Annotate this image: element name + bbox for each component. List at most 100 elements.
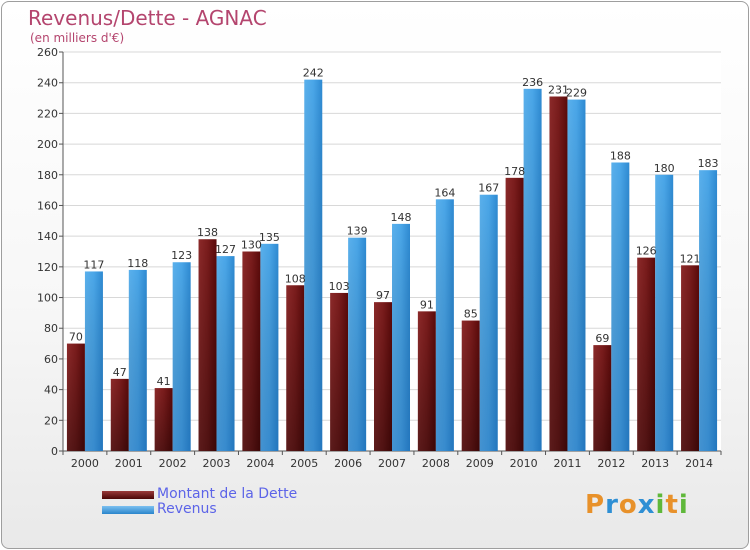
data-label-revenus: 188 <box>610 149 631 162</box>
bar-revenus-shade <box>567 99 586 452</box>
data-label-revenus: 229 <box>566 87 587 100</box>
y-tick-label: 0 <box>51 445 58 458</box>
x-tick-label: 2007 <box>378 457 406 470</box>
x-tick-label: 2008 <box>422 457 450 470</box>
bar-revenus-shade <box>84 271 103 451</box>
y-tick-label: 100 <box>37 292 58 305</box>
data-label-dette: 231 <box>548 84 569 97</box>
bar-dette-shade <box>637 257 656 451</box>
data-label-revenus: 123 <box>171 249 192 262</box>
x-tick-label: 2001 <box>115 457 143 470</box>
y-tick-label: 200 <box>37 138 58 151</box>
bar-revenus-shade <box>435 199 454 451</box>
legend-label-dette: Montant de la Dette <box>157 486 298 502</box>
bar-revenus-shade <box>304 79 323 451</box>
data-label-dette: 70 <box>69 331 83 344</box>
x-tick-label: 2000 <box>71 457 99 470</box>
bar-dette-shade <box>242 251 261 451</box>
logo-letter: x <box>637 490 656 520</box>
logo-letter: r <box>605 490 619 520</box>
data-label-dette: 121 <box>680 252 701 265</box>
data-label-revenus: 167 <box>478 182 499 195</box>
bar-dette-shade <box>681 265 700 451</box>
data-label-dette: 91 <box>420 298 434 311</box>
data-label-dette: 103 <box>329 280 350 293</box>
data-label-revenus: 118 <box>127 257 148 270</box>
bar-dette-shade <box>198 239 217 451</box>
logo-letter: o <box>618 490 638 520</box>
bar-dette-shade <box>461 320 480 451</box>
legend-swatch-revenus <box>102 506 154 514</box>
bar-revenus-shade <box>216 256 235 451</box>
data-label-dette: 41 <box>157 375 171 388</box>
bar-dette-shade <box>417 311 436 451</box>
data-label-revenus: 139 <box>347 225 368 238</box>
x-tick-label: 2006 <box>334 457 362 470</box>
y-tick-label: 80 <box>44 322 58 335</box>
data-label-dette: 138 <box>197 226 218 239</box>
logo-letter: t <box>665 490 679 520</box>
data-label-dette: 108 <box>285 272 306 285</box>
data-label-revenus: 180 <box>654 162 675 175</box>
x-tick-label: 2005 <box>290 457 318 470</box>
data-label-dette: 178 <box>504 165 525 178</box>
y-tick-label: 260 <box>37 46 58 59</box>
data-label-dette: 47 <box>113 366 127 379</box>
proxiti-logo: Proxiti <box>585 490 689 520</box>
y-tick-label: 40 <box>44 384 58 397</box>
bar-dette-shade <box>110 378 129 451</box>
y-tick-label: 120 <box>37 261 58 274</box>
bar-revenus-shade <box>260 243 279 451</box>
bar-revenus-shade <box>392 223 410 451</box>
bar-revenus-shade <box>348 237 367 451</box>
y-tick-label: 240 <box>37 77 58 90</box>
bar-dette-shade <box>66 343 85 451</box>
y-tick-label: 60 <box>44 353 58 366</box>
y-tick-label: 20 <box>44 414 58 427</box>
data-label-revenus: 164 <box>434 186 455 199</box>
bar-revenus-shade <box>479 194 498 451</box>
data-label-revenus: 127 <box>215 243 236 256</box>
legend-label-revenus: Revenus <box>157 501 217 517</box>
logo-letter: i <box>678 490 689 520</box>
x-tick-label: 2011 <box>553 457 581 470</box>
bar-dette-shade <box>330 292 349 451</box>
legend-swatch-dette <box>102 491 154 499</box>
x-tick-label: 2013 <box>641 457 669 470</box>
x-tick-label: 2010 <box>510 457 538 470</box>
bar-dette-shade <box>286 285 305 451</box>
bar-revenus-shade <box>523 88 542 451</box>
bar-revenus-shade <box>611 162 630 451</box>
x-tick-label: 2012 <box>597 457 625 470</box>
y-tick-label: 180 <box>37 169 58 182</box>
bar-dette-shade <box>374 302 392 451</box>
y-tick-label: 220 <box>37 107 58 120</box>
chart-title: Revenus/Dette - AGNAC <box>28 6 267 30</box>
x-tick-label: 2002 <box>159 457 187 470</box>
y-tick-label: 160 <box>37 199 58 212</box>
logo-letter: P <box>585 490 606 520</box>
x-tick-label: 2003 <box>203 457 231 470</box>
x-tick-label: 2009 <box>466 457 494 470</box>
bar-revenus-shade <box>128 269 147 451</box>
data-label-revenus: 148 <box>391 211 412 224</box>
data-label-revenus: 183 <box>698 157 719 170</box>
data-label-dette: 126 <box>636 245 657 258</box>
bar-revenus-shade <box>172 262 191 451</box>
chart-subtitle: (en milliers d'€) <box>30 31 125 45</box>
data-label-dette: 85 <box>464 308 478 321</box>
bar-dette-shade <box>154 388 173 451</box>
x-tick-label: 2014 <box>685 457 713 470</box>
y-tick-label: 140 <box>37 230 58 243</box>
bar-dette-shade <box>593 345 612 451</box>
bar-revenus-shade <box>699 170 718 451</box>
x-tick-label: 2004 <box>246 457 274 470</box>
bar-dette-shade <box>549 96 568 451</box>
bar-revenus-shade <box>655 174 674 451</box>
data-label-revenus: 236 <box>522 76 543 89</box>
data-label-dette: 130 <box>241 239 262 252</box>
data-label-revenus: 242 <box>303 67 324 80</box>
data-label-revenus: 117 <box>83 258 104 271</box>
